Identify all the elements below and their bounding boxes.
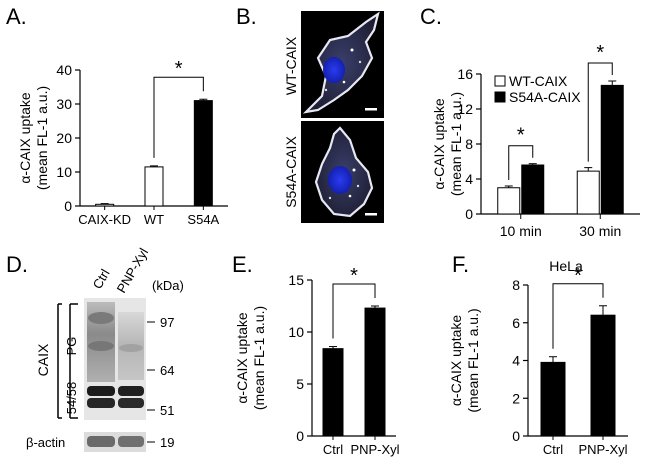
bar-a-2 <box>193 100 213 207</box>
y-axis-label-c: α-CAIX uptake <box>431 98 447 190</box>
y-tick-label-f: 4 <box>512 353 520 369</box>
significance-star-a: * <box>175 58 183 80</box>
significance-star-c: * <box>596 42 604 64</box>
bar-c-wt-caix-0 <box>497 187 521 215</box>
y-axis-label-c: (mean FL-1 a.u.) <box>448 92 464 196</box>
bar-f-1 <box>590 314 616 437</box>
lane-label-ctrl: Ctrl <box>90 266 113 291</box>
significance-bracket-c <box>508 145 534 180</box>
significance-star-c: * <box>517 125 525 147</box>
y-tick-label-a: 30 <box>56 96 72 112</box>
bar-a-1 <box>144 166 164 207</box>
chart-e: 0 5 10 15 α-CAIX uptake (mean FL-1 a.u.) Ctrl P… <box>234 265 400 457</box>
label-beta-actin: β-actin <box>26 435 65 450</box>
chart-f: 0 2 4 6 8 α-CAIX uptake (mean FL-1 a.u.) Ctrl PN… <box>448 258 628 457</box>
marker-97: 97 <box>160 315 174 330</box>
label-caix: CAIX <box>35 343 51 376</box>
chart-c: 0 4 8 12 16 α-CAIX uptake (mean FL-1 a.u.) 10 m… <box>431 42 640 239</box>
y-axis-label-e: α-CAIX uptake <box>234 312 250 404</box>
x-tick-label-f: PNP-Xyl <box>578 442 627 457</box>
y-tick-label-e: 15 <box>288 272 304 288</box>
legend-label-c: WT-CAIX <box>509 73 568 89</box>
marker-51: 51 <box>160 403 174 418</box>
y-tick-label-c: 0 <box>465 206 473 222</box>
x-tick-label-f: Ctrl <box>543 442 563 457</box>
bar-c-wt-caix-1 <box>576 170 600 215</box>
y-tick-label-a: 0 <box>64 198 72 214</box>
significance-bracket-e <box>332 283 376 339</box>
y-tick-label-f: 0 <box>512 428 520 444</box>
y-axis-label-e: (mean FL-1 a.u.) <box>251 306 267 410</box>
significance-bracket-a <box>153 76 204 158</box>
image-label-s54a: S54A-CAIX <box>283 136 299 208</box>
panel-letter-d: D. <box>6 252 28 277</box>
panel-letter-b: B. <box>236 4 257 29</box>
panel-letter-c: C. <box>420 4 442 29</box>
nucleus-wt <box>323 57 345 83</box>
x-tick-label-e: PNP-Xyl <box>350 442 399 457</box>
bar-c-s54a-caix-1 <box>600 84 624 215</box>
panel-b-micrographs: WT-CAIX S54A-CAIX <box>283 11 384 223</box>
x-tick-label-c: 10 min <box>500 223 542 239</box>
y-axis-label-f: (mean FL-1 a.u.) <box>465 308 481 412</box>
y-tick-label-c: 8 <box>465 136 473 152</box>
y-tick-label-a: 40 <box>56 62 72 78</box>
image-label-wt: WT-CAIX <box>283 36 299 95</box>
panel-letter-f: F. <box>452 252 469 277</box>
band-actin-ctrl <box>87 436 115 447</box>
marker-64: 64 <box>160 363 174 378</box>
y-tick-label-e: 5 <box>296 376 304 392</box>
y-tick-label-e: 0 <box>296 428 304 444</box>
significance-star-e: * <box>350 265 358 287</box>
y-axis-label-f: α-CAIX uptake <box>448 315 464 407</box>
legend-label-c: S54A-CAIX <box>509 89 581 105</box>
label-core: 54/58 <box>64 382 79 415</box>
significance-bracket-f <box>552 283 604 349</box>
bar-a-0 <box>95 203 115 207</box>
y-tick-label-c: 16 <box>457 66 473 82</box>
scale-bar-wt <box>365 108 377 111</box>
lane-label-pnp-xyl: PNP-Xyl <box>114 245 152 295</box>
significance-bracket-c <box>587 62 613 162</box>
x-tick-label-e: Ctrl <box>323 442 343 457</box>
bar-f-0 <box>540 361 566 437</box>
band-actin-pnp <box>118 436 144 447</box>
y-tick-label-a: 20 <box>56 130 72 146</box>
significance-star-f: * <box>574 265 582 287</box>
x-tick-label-c: 30 min <box>579 223 621 239</box>
y-tick-label-c: 12 <box>457 101 473 117</box>
x-tick-label-a: CAIX-KD <box>78 212 131 227</box>
y-tick-label-f: 6 <box>512 315 520 331</box>
y-tick-label-c: 4 <box>465 171 473 187</box>
marker-19: 19 <box>160 435 174 450</box>
y-tick-label-a: 10 <box>56 164 72 180</box>
chart-title-f: HeLa <box>549 258 583 274</box>
bar-e-1 <box>364 307 386 437</box>
band-ctrl-core <box>87 386 115 396</box>
chart-a: 0 10 20 30 40 α-CAIX uptake (mean FL-1 a.u.) CA… <box>17 58 228 227</box>
panel-d-western-blot: Ctrl PNP-Xyl (kDa) 97 64 51 19 PG <box>26 245 184 452</box>
kda-unit-label: (kDa) <box>152 278 184 293</box>
panel-letter-a: A. <box>6 4 27 29</box>
panel-letter-e: E. <box>232 252 253 277</box>
legend-swatch-c <box>494 75 506 87</box>
scale-bar-s54a <box>365 213 377 216</box>
y-tick-label-e: 10 <box>288 324 304 340</box>
y-tick-label-f: 8 <box>512 277 520 293</box>
y-tick-label-f: 2 <box>512 390 520 406</box>
y-axis-label-a: (mean FL-1 a.u.) <box>34 86 50 190</box>
band-pnp-core <box>118 386 144 396</box>
bar-e-0 <box>322 348 344 437</box>
legend-swatch-c <box>494 91 506 103</box>
x-tick-label-a: WT <box>144 212 164 227</box>
bar-c-s54a-caix-0 <box>521 164 545 215</box>
nucleus-s54a <box>328 166 352 194</box>
x-tick-label-a: S54A <box>187 212 219 227</box>
y-axis-label-a: α-CAIX uptake <box>17 92 33 184</box>
label-pg: PG <box>64 337 79 356</box>
